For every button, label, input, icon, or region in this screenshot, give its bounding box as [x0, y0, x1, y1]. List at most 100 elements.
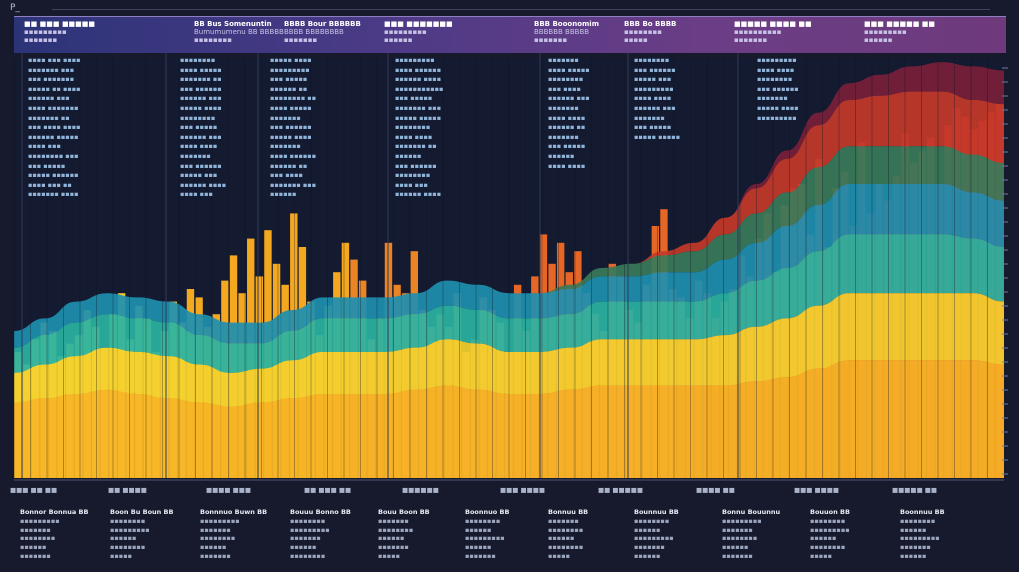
annotation-line: ▪▪▪ ▪▪▪▪▪▪: [634, 65, 676, 74]
footer-note-title: Bouuon BB: [810, 508, 850, 516]
footer-note-line: ▪▪▪▪▪▪▪▪: [900, 516, 936, 525]
footer-note-line: ▪▪▪▪▪▪▪: [634, 543, 665, 552]
annotation-line: ▪▪▪▪ ▪▪▪▪▪▪▪: [28, 103, 79, 112]
footer-note-title: Boon Bu Boun BB: [110, 508, 174, 516]
footer-note-line: ▪▪▪▪▪▪▪▪▪: [465, 534, 505, 543]
footer-note-line: ▪▪▪▪▪▪▪: [20, 551, 51, 560]
header-column: ■■ ■■■ ■■■■■ ▪▪▪▪▪▪▪▪▪ ▪▪▪▪▪▪▪: [24, 20, 95, 44]
footer-note-title: Bonnnuo Buwn BB: [200, 508, 268, 516]
footer-note-title: Bonnuu BB: [548, 508, 589, 516]
footer-note-title: Boonnuo BB: [465, 508, 510, 516]
footer-note-title: Boonnuu BB: [900, 508, 945, 516]
annotation-line: ▪▪▪ ▪▪▪▪▪: [270, 75, 308, 84]
annotation-line: ▪▪▪▪ ▪▪▪▪: [548, 161, 586, 170]
annotation-line: ▪▪▪▪ ▪▪▪▪▪▪: [395, 65, 442, 74]
annotation-line: ▪▪▪▪▪▪▪▪▪▪▪: [395, 84, 444, 93]
annotation-line: ▪▪▪ ▪▪▪▪▪: [634, 123, 672, 132]
annotation-line: ▪▪▪ ▪▪▪▪▪: [180, 123, 218, 132]
footer-note-line: ▪▪▪▪▪▪▪▪: [722, 534, 758, 543]
header-subtitle: ▪▪▪▪▪▪▪: [284, 36, 318, 44]
header-title: BBB Bo BBBB: [624, 20, 677, 28]
header-column: BB Bus Somenuntin Bumumumenu BB BBBBB ▪▪▪▪…: [194, 20, 284, 44]
annotation-line: ▪▪▪ ▪▪▪▪▪: [548, 142, 586, 151]
footer-note-line: ▪▪▪▪▪▪▪▪: [200, 534, 236, 543]
annotation-line: ▪▪▪▪▪▪▪▪: [634, 56, 670, 64]
footer-note-line: ▪▪▪▪▪▪: [465, 525, 492, 534]
annotation-panel: ▪▪▪▪▪▪▪▪▪ ▪▪▪▪ ▪▪▪▪ ▪▪▪▪▪▪▪▪ ▪▪▪ ▪▪▪▪▪▪ ▪▪▪▪…: [757, 56, 897, 123]
annotation-line: ▪▪▪▪▪ ▪▪▪▪▪: [395, 113, 442, 122]
footer-note: Bonnor Bonnua BB ▪▪▪▪▪▪▪▪▪ ▪▪▪▪▪▪▪ ▪▪▪▪▪▪▪▪…: [20, 508, 115, 561]
footer-note-line: ▪▪▪▪▪▪▪▪: [810, 543, 846, 552]
header-title: ■■ ■■■ ■■■■■: [24, 20, 96, 28]
footer-note-line: ▪▪▪▪▪▪: [634, 551, 661, 560]
header-subtitle: ▪▪▪▪▪▪▪▪▪: [24, 28, 67, 36]
footer-note-title: Bouuu Bonno BB: [290, 508, 351, 516]
footer-note-line: ▪▪▪▪▪▪▪▪▪: [634, 534, 674, 543]
annotation-line: ▪▪▪▪▪▪ ▪▪▪: [180, 94, 222, 103]
footer-note-line: ▪▪▪▪▪▪▪: [20, 525, 51, 534]
annotation-line: ▪▪▪ ▪▪▪▪▪▪: [180, 161, 222, 170]
footer-note-line: ▪▪▪▪▪: [548, 551, 571, 560]
annotation-panel: ▪▪▪▪ ▪▪▪ ▪▪▪▪ ▪▪▪▪▪▪▪ ▪▪▪ ▪▪▪ ▪▪▪▪▪▪▪ ▪▪▪▪▪…: [28, 56, 168, 200]
footer-note-line: ▪▪▪▪▪▪▪▪▪: [200, 516, 240, 525]
annotation-line: ▪▪▪▪▪▪: [395, 151, 422, 160]
footer-note: Bonnu Bouunnu ▪▪▪▪▪▪▪▪▪ ▪▪▪▪▪▪▪ ▪▪▪▪▪▪▪▪ ▪▪▪…: [722, 508, 817, 561]
footer-note-line: ▪▪▪▪▪▪: [20, 543, 47, 552]
footer-note: Bouu Boon BB ▪▪▪▪▪▪▪ ▪▪▪▪▪▪▪▪ ▪▪▪▪▪▪ ▪▪▪▪▪▪▪…: [378, 508, 473, 561]
annotation-panel: ▪▪▪▪▪▪▪▪ ▪▪▪▪ ▪▪▪▪▪ ▪▪▪▪▪▪▪ ▪▪ ▪▪▪ ▪▪▪▪▪▪ ▪▪…: [180, 56, 320, 200]
footer-note-line: ▪▪▪▪▪▪▪▪: [110, 516, 146, 525]
annotation-line: ▪▪▪▪▪ ▪▪▪▪: [270, 132, 312, 141]
footer-note: Bonnuu BB ▪▪▪▪▪▪▪ ▪▪▪▪▪▪▪▪ ▪▪▪▪▪▪ ▪▪▪▪▪▪▪▪ ▪▪…: [548, 508, 643, 561]
annotation-line: ▪▪▪▪▪▪▪ ▪▪▪▪: [28, 190, 79, 199]
annotation-line: ▪▪▪▪▪ ▪▪▪: [180, 171, 218, 180]
top-rule: P_: [10, 3, 1010, 15]
annotation-line: ▪▪▪ ▪▪▪▪ ▪▪▪▪: [28, 123, 81, 132]
header-subtitle: BBBB BBBBBBBB: [284, 28, 344, 36]
legend-item: ■■■■■ ■■: [892, 486, 938, 494]
annotation-line: ▪▪▪▪▪ ▪▪▪▪: [180, 103, 222, 112]
footer-note-line: ▪▪▪▪▪▪: [110, 534, 137, 543]
annotation-line: ▪▪▪▪▪▪▪▪▪: [757, 56, 797, 64]
annotation-line: ▪▪▪▪ ▪▪▪ ▪▪: [28, 180, 72, 189]
annotation-line: ▪▪▪▪ ▪▪▪▪: [548, 113, 586, 122]
footer-note-line: ▪▪▪▪▪▪▪: [378, 516, 409, 525]
annotation-panel: ▪▪▪▪▪▪▪▪ ▪▪▪ ▪▪▪▪▪▪ ▪▪▪▪▪ ▪▪▪ ▪▪▪▪▪▪▪▪▪ ▪▪▪▪…: [634, 56, 774, 142]
annotation-line: ▪▪▪▪▪ ▪▪▪▪: [270, 56, 312, 64]
footer-note-line: ▪▪▪▪▪▪▪▪: [465, 516, 501, 525]
annotation-line: ▪▪▪▪▪▪▪▪▪: [634, 84, 674, 93]
footer-note-line: ▪▪▪▪▪▪▪▪▪: [810, 525, 850, 534]
header-subtitle: Bumumumenu BB BBBBB: [194, 28, 284, 36]
header-subtitle: ▪▪▪▪▪▪: [864, 36, 893, 44]
header-subtitle: ▪▪▪▪▪▪▪▪: [624, 28, 662, 36]
annotation-line: ▪▪▪▪▪▪▪▪▪: [395, 56, 435, 64]
footer-note-line: ▪▪▪▪▪▪▪: [200, 551, 231, 560]
header-column: ■■■ ■■■■■ ■■ ▪▪▪▪▪▪▪▪▪ ▪▪▪▪▪▪: [864, 20, 935, 44]
annotation-line: ▪▪▪ ▪▪▪▪: [548, 84, 581, 93]
annotation-line: ▪▪▪▪▪▪▪: [757, 94, 788, 103]
footer-note-line: ▪▪▪▪▪▪: [900, 551, 927, 560]
footer-note-line: ▪▪▪▪▪: [110, 551, 133, 560]
annotation-line: ▪▪▪ ▪▪▪▪▪▪: [395, 161, 437, 170]
annotation-line: ▪▪▪▪▪ ▪▪▪: [634, 75, 672, 84]
annotation-line: ▪▪▪▪ ▪▪▪▪: [395, 132, 433, 141]
footer-note-line: ▪▪▪▪▪▪: [548, 534, 575, 543]
header-subtitle: ▪▪▪▪▪: [624, 36, 648, 44]
annotation-line: ▪▪▪▪▪ ▪▪▪▪▪: [634, 132, 681, 141]
annotation-line: ▪▪▪▪▪▪▪▪: [395, 171, 431, 180]
header-column: ■■■■■ ■■■■ ■■ ▪▪▪▪▪▪▪▪▪▪ ▪▪▪▪▪▪▪: [734, 20, 812, 44]
annotation-line: ▪▪▪ ▪▪▪▪: [270, 171, 303, 180]
annotation-line: ▪▪▪▪▪▪▪▪: [757, 75, 793, 84]
annotation-line: ▪▪▪ ▪▪▪▪▪: [28, 161, 66, 170]
header-title: ■■■ ■■■■■ ■■: [864, 20, 936, 28]
footer-note-line: ▪▪▪▪▪▪▪▪: [634, 516, 670, 525]
annotation-line: ▪▪▪▪▪▪▪: [548, 132, 579, 141]
header-subtitle: ▪▪▪▪▪▪▪▪▪▪: [734, 28, 782, 36]
footer-note-line: ▪▪▪▪▪▪▪▪: [110, 543, 146, 552]
footer-note-line: ▪▪▪▪▪▪▪▪: [378, 525, 414, 534]
footer-note-line: ▪▪▪▪▪▪: [810, 534, 837, 543]
footer-note: Bouuu Bonno BB ▪▪▪▪▪▪▪▪ ▪▪▪▪▪▪▪▪▪ ▪▪▪▪▪▪▪ ▪▪…: [290, 508, 385, 561]
annotation-line: ▪▪▪▪▪▪▪ ▪▪▪: [270, 180, 317, 189]
annotation-line: ▪▪▪▪▪▪▪ ▪▪: [180, 75, 222, 84]
footer-note-title: Bouu Boon BB: [378, 508, 430, 516]
header-title: ■■■ ■■■■■■■: [384, 20, 453, 28]
